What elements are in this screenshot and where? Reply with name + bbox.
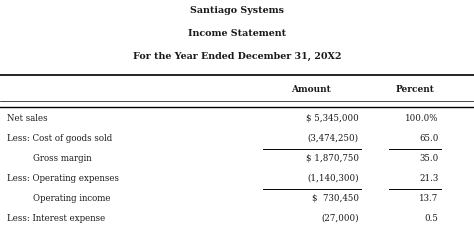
Text: $ 5,345,000: $ 5,345,000 bbox=[306, 113, 359, 122]
Text: Percent: Percent bbox=[395, 85, 434, 94]
Text: Less: Cost of goods sold: Less: Cost of goods sold bbox=[7, 133, 112, 142]
Text: (1,140,300): (1,140,300) bbox=[307, 173, 359, 182]
Text: 65.0: 65.0 bbox=[419, 133, 438, 142]
Text: Amount: Amount bbox=[291, 85, 330, 94]
Text: $  730,450: $ 730,450 bbox=[312, 193, 359, 202]
Text: 100.0%: 100.0% bbox=[405, 113, 438, 122]
Text: 13.7: 13.7 bbox=[419, 193, 438, 202]
Text: Santiago Systems: Santiago Systems bbox=[190, 6, 284, 15]
Text: Net sales: Net sales bbox=[7, 113, 48, 122]
Text: Less: Operating expenses: Less: Operating expenses bbox=[7, 173, 119, 182]
Text: Income Statement: Income Statement bbox=[188, 29, 286, 38]
Text: (27,000): (27,000) bbox=[321, 213, 359, 222]
Text: 21.3: 21.3 bbox=[419, 173, 438, 182]
Text: Gross margin: Gross margin bbox=[33, 153, 92, 162]
Text: $ 1,870,750: $ 1,870,750 bbox=[306, 153, 359, 162]
Text: 35.0: 35.0 bbox=[419, 153, 438, 162]
Text: (3,474,250): (3,474,250) bbox=[308, 133, 359, 142]
Text: Operating income: Operating income bbox=[33, 193, 111, 202]
Text: 0.5: 0.5 bbox=[425, 213, 438, 222]
Text: Less: Interest expense: Less: Interest expense bbox=[7, 213, 105, 222]
Text: For the Year Ended December 31, 20X2: For the Year Ended December 31, 20X2 bbox=[133, 52, 341, 60]
